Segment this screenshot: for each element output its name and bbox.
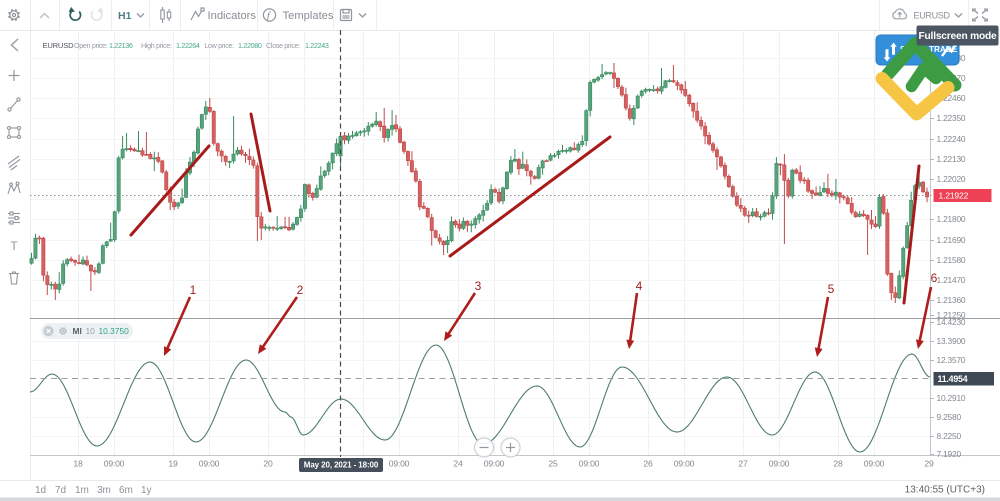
svg-text:10.3750: 10.3750 [99,326,130,336]
svg-text:09:00: 09:00 [864,459,885,469]
svg-text:18: 18 [73,459,83,469]
svg-text:12.3570: 12.3570 [937,355,966,365]
svg-text:10.2910: 10.2910 [937,393,966,403]
svg-text:09:00: 09:00 [674,459,695,469]
svg-text:24: 24 [453,459,463,469]
svg-text:5: 5 [828,282,835,296]
svg-text:1y: 1y [141,485,152,496]
svg-text:3m: 3m [97,485,111,496]
svg-text:Low price:: Low price: [204,41,234,50]
svg-text:09:00: 09:00 [579,459,600,469]
svg-text:1m: 1m [75,485,89,496]
svg-text:2: 2 [297,283,304,297]
svg-text:11.4954: 11.4954 [938,374,968,384]
svg-text:H1: H1 [118,10,132,22]
svg-text:1.22136: 1.22136 [109,41,133,50]
svg-text:6: 6 [931,271,938,285]
svg-text:f: f [267,10,272,22]
svg-text:1d: 1d [35,485,46,496]
svg-text:1.22080: 1.22080 [238,41,262,50]
svg-text:26: 26 [643,459,653,469]
svg-text:1.21800: 1.21800 [937,214,966,224]
svg-text:4: 4 [636,279,643,293]
svg-text:May 20, 2021 - 18:00: May 20, 2021 - 18:00 [304,461,379,470]
svg-text:MI: MI [73,326,82,336]
svg-text:10: 10 [86,326,96,336]
svg-text:Fullscreen mode: Fullscreen mode [919,31,997,42]
svg-text:13:40:55 (UTC+3): 13:40:55 (UTC+3) [905,485,985,496]
svg-text:1.22264: 1.22264 [176,41,200,50]
svg-text:Indicators: Indicators [208,10,257,22]
svg-text:T: T [10,239,18,253]
svg-text:1.21250: 1.21250 [937,310,966,320]
svg-text:13.3900: 13.3900 [937,336,966,346]
svg-text:20: 20 [263,459,273,469]
svg-text:1: 1 [190,283,197,297]
svg-text:09:00: 09:00 [104,459,125,469]
svg-text:1.21470: 1.21470 [937,275,966,285]
svg-text:1.22240: 1.22240 [937,134,966,144]
svg-text:Templates: Templates [283,10,334,22]
svg-text:14.4230: 14.4230 [937,317,966,327]
svg-text:1.22243: 1.22243 [305,41,329,50]
svg-text:1.21360: 1.21360 [937,295,966,305]
svg-text:1.21690: 1.21690 [937,235,966,245]
svg-text:09:00: 09:00 [484,459,505,469]
svg-text:1.22020: 1.22020 [937,174,966,184]
svg-text:27: 27 [738,459,748,469]
svg-text:6m: 6m [119,485,133,496]
svg-text:09:00: 09:00 [389,459,410,469]
svg-text:3: 3 [475,279,482,293]
svg-text:EURUSD: EURUSD [914,11,951,21]
svg-text:09:00: 09:00 [199,459,220,469]
svg-text:29: 29 [924,459,934,469]
svg-text:Close price:: Close price: [266,41,300,50]
svg-text:25: 25 [548,459,558,469]
svg-text:7d: 7d [55,485,66,496]
svg-text:19: 19 [168,459,178,469]
svg-text:28: 28 [833,459,843,469]
svg-text:09:00: 09:00 [769,459,790,469]
svg-text:9.2580: 9.2580 [937,412,962,422]
svg-text:High price:: High price: [141,41,172,50]
svg-text:1.21580: 1.21580 [937,255,966,265]
svg-text:EURUSD: EURUSD [43,41,75,50]
svg-text:7.1920: 7.1920 [937,449,962,459]
svg-text:Open price:: Open price: [74,41,108,50]
svg-text:1.22350: 1.22350 [937,113,966,123]
svg-text:1.22130: 1.22130 [937,154,966,164]
svg-text:1.21922: 1.21922 [939,191,969,201]
svg-text:1.22460: 1.22460 [937,93,966,103]
svg-text:8.2250: 8.2250 [937,431,962,441]
